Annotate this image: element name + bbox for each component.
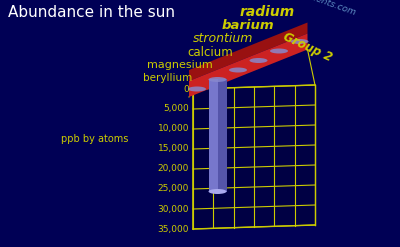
- Ellipse shape: [229, 67, 247, 73]
- Ellipse shape: [208, 77, 226, 82]
- Text: barium: barium: [221, 19, 274, 32]
- Polygon shape: [189, 22, 308, 81]
- Text: 0: 0: [183, 84, 189, 94]
- Text: www.webelements.com: www.webelements.com: [253, 0, 357, 17]
- Ellipse shape: [290, 39, 308, 44]
- Polygon shape: [208, 80, 218, 191]
- Polygon shape: [189, 34, 308, 97]
- Ellipse shape: [270, 48, 288, 54]
- Text: strontium: strontium: [193, 33, 254, 45]
- Polygon shape: [218, 80, 226, 191]
- Text: Group 2: Group 2: [282, 30, 334, 64]
- Text: 10,000: 10,000: [158, 124, 189, 133]
- Text: 30,000: 30,000: [158, 205, 189, 213]
- Ellipse shape: [188, 86, 206, 91]
- Text: beryllium: beryllium: [143, 73, 192, 83]
- Text: 5,000: 5,000: [163, 104, 189, 114]
- Text: ppb by atoms: ppb by atoms: [61, 134, 129, 144]
- Text: 15,000: 15,000: [158, 144, 189, 153]
- Text: calcium: calcium: [187, 46, 233, 59]
- Ellipse shape: [208, 189, 226, 194]
- Text: 20,000: 20,000: [158, 165, 189, 173]
- Polygon shape: [193, 85, 315, 229]
- Text: radium: radium: [239, 5, 294, 20]
- Text: 35,000: 35,000: [158, 225, 189, 233]
- Text: magnesium: magnesium: [147, 60, 212, 69]
- Ellipse shape: [250, 58, 268, 63]
- Text: 25,000: 25,000: [158, 185, 189, 193]
- Text: Abundance in the sun: Abundance in the sun: [8, 5, 175, 20]
